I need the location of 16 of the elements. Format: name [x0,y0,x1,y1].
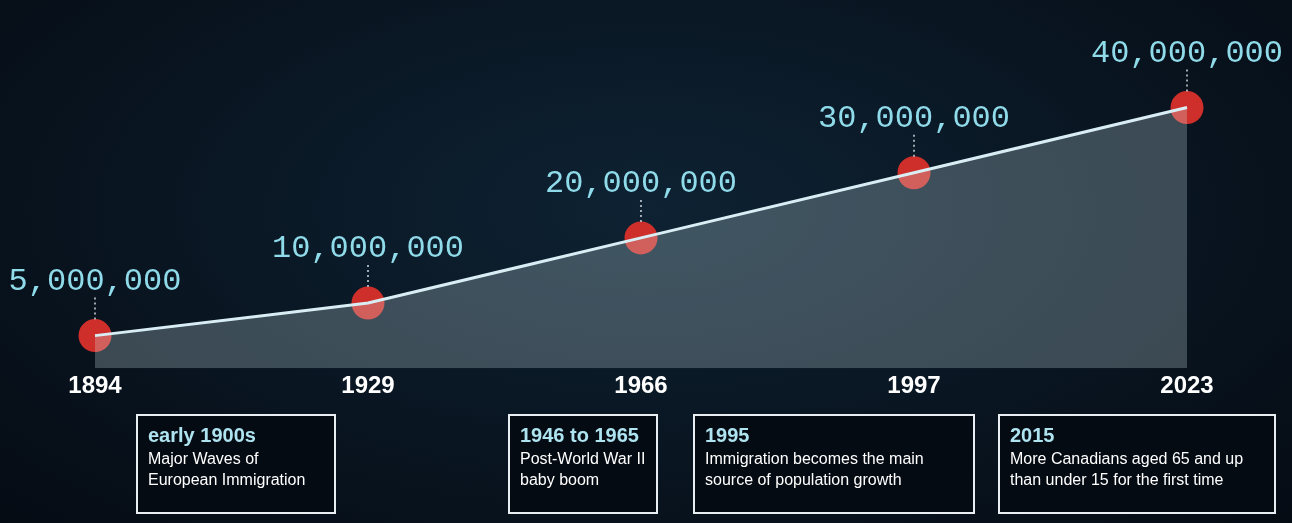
data-label: 10,000,000 [271,230,465,268]
data-label: 20,000,000 [544,164,738,202]
x-tick-label: 2023 [1160,371,1214,399]
text: early 1900s Major Waves of European Immigration [136,414,336,514]
x-tick-label: 1894 [68,371,123,399]
data-label: 30,000,000 [817,99,1011,137]
point [78,319,112,353]
data-label: 40,000,000 [1090,34,1284,72]
text: 1995 Immigration becomes the main source of population growth [693,414,975,514]
x-tick-label: 1966 [614,371,668,399]
text: 2015 More Canadians aged 65 and up than under 15 for the first time [998,414,1276,514]
point [1170,91,1204,125]
x-tick-label: 1997 [887,371,941,399]
data-label: 5,000,000 [8,262,182,300]
x-tick-label: 1929 [341,371,395,399]
text: 1946 to 1965 Post-World War II baby boom [508,414,658,514]
